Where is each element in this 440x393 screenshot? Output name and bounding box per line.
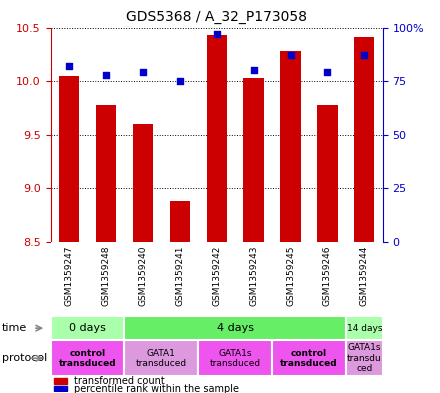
Bar — [272, 340, 346, 376]
Bar — [346, 340, 383, 376]
Text: GSM1359245: GSM1359245 — [286, 245, 295, 306]
Point — [66, 63, 73, 69]
Text: time: time — [2, 323, 27, 333]
Bar — [317, 105, 337, 242]
Text: control
transduced: control transduced — [280, 349, 338, 368]
Bar — [125, 316, 346, 340]
Text: GATA1s
transduced: GATA1s transduced — [209, 349, 261, 368]
Text: 14 days: 14 days — [347, 324, 382, 332]
Point — [361, 52, 368, 59]
Bar — [96, 105, 116, 242]
Bar — [133, 124, 153, 242]
Bar — [54, 386, 67, 391]
Text: GSM1359242: GSM1359242 — [212, 245, 221, 306]
Point — [139, 69, 147, 75]
Title: GDS5368 / A_32_P173058: GDS5368 / A_32_P173058 — [126, 10, 307, 24]
Text: protocol: protocol — [2, 353, 48, 363]
Point — [213, 31, 220, 37]
Text: control
transduced: control transduced — [59, 349, 116, 368]
Text: GATA1s
transdu
ced: GATA1s transdu ced — [347, 343, 382, 373]
Text: GATA1
transduced: GATA1 transduced — [136, 349, 187, 368]
Text: GSM1359240: GSM1359240 — [138, 245, 147, 306]
Point — [103, 72, 110, 78]
Point — [287, 52, 294, 59]
Text: GSM1359248: GSM1359248 — [102, 245, 110, 306]
Bar — [51, 316, 125, 340]
Point — [324, 69, 331, 75]
Bar — [54, 378, 67, 384]
Point — [176, 78, 183, 84]
Bar — [243, 78, 264, 242]
Text: GSM1359241: GSM1359241 — [175, 245, 184, 306]
Text: 4 days: 4 days — [216, 323, 253, 333]
Text: 0 days: 0 days — [69, 323, 106, 333]
Text: GSM1359246: GSM1359246 — [323, 245, 332, 306]
Text: GSM1359243: GSM1359243 — [249, 245, 258, 306]
Bar — [346, 316, 383, 340]
Text: GSM1359244: GSM1359244 — [360, 245, 369, 306]
Bar — [206, 35, 227, 242]
Point — [250, 67, 257, 73]
Bar — [198, 340, 272, 376]
Text: GSM1359247: GSM1359247 — [65, 245, 73, 306]
Bar — [170, 201, 190, 242]
Bar — [59, 76, 79, 242]
Text: transformed count: transformed count — [74, 376, 165, 386]
Bar — [354, 37, 374, 242]
Text: percentile rank within the sample: percentile rank within the sample — [74, 384, 239, 393]
Bar — [125, 340, 198, 376]
Bar — [51, 340, 125, 376]
Bar — [280, 51, 301, 242]
